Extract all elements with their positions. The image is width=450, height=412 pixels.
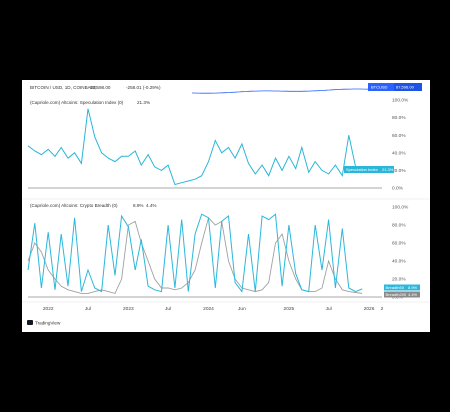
tradingview-logo-icon — [27, 320, 33, 325]
speculation-y-tick: 0.0% — [392, 186, 404, 192]
breadth-title-value-200: 4.4% — [146, 203, 156, 208]
crypto-breadth-pane: (Capriole.com) Altcoins: Crypto Breadth … — [27, 203, 420, 301]
btc-tag-symbol: BTCUSD — [371, 85, 388, 90]
speculation-y-tick: 80.0% — [392, 115, 406, 121]
breadth-y-tick: 40.0% — [392, 259, 406, 265]
breadth200-tag-bg — [384, 291, 420, 298]
x-axis-label: Jun — [238, 306, 246, 312]
x-axis-label: 2025 — [284, 306, 295, 312]
breadth200-tag-label: Breadth200 — [386, 292, 407, 297]
chart-panel: BITCOIN / USD, 1D, COINBASE 87,598.00 -2… — [22, 80, 430, 332]
breadth-title-value-50: 8.9% — [133, 203, 143, 208]
speculation-tag-label: Speculation Index — [346, 167, 378, 172]
speculation-y-tick: 60.0% — [392, 133, 406, 139]
btc-tag-value: 87,598.00 — [396, 85, 415, 90]
btc-change-label: -258.01 (-0.29%) — [126, 85, 161, 90]
btc-price-line — [192, 88, 382, 94]
x-axis-label: Jul — [326, 306, 332, 312]
breadth-y-tick: 0.0% — [392, 295, 404, 301]
btc-tag-symbol-bg — [368, 83, 394, 91]
x-axis-label: 2023 — [123, 306, 134, 312]
x-axis-label: 2026 — [364, 306, 375, 312]
breadth-title: (Capriole.com) Altcoins: Crypto Breadth … — [30, 203, 118, 208]
chart-svg: BITCOIN / USD, 1D, COINBASE 87,598.00 -2… — [22, 83, 430, 326]
breadth-y-tick: 80.0% — [392, 223, 406, 229]
x-axis-label: Jul — [85, 306, 91, 312]
speculation-tag-bg — [344, 166, 394, 174]
speculation-y-tick: 20.0% — [392, 168, 406, 174]
x-axis-label: 2 — [381, 306, 384, 312]
btc-tag-value-bg — [394, 83, 422, 91]
tradingview-brand: TradingView — [27, 320, 61, 326]
speculation-index-line — [27, 108, 363, 186]
breadth50-tag-value: 8.9% — [408, 285, 418, 290]
breadth200-tag-value: 4.4% — [408, 292, 418, 297]
breadth-y-ticks: 100.0% 80.0% 60.0% 40.0% 20.0% 0.0% — [392, 205, 409, 301]
x-axis-label: 2024 — [203, 306, 214, 312]
speculation-y-tick: 100.0% — [392, 98, 409, 104]
breadth50-line — [27, 213, 363, 293]
x-axis-label: Jul — [165, 306, 171, 312]
x-axis-ticks: 2022 Jul 2023 Jul 2024 Jun 2025 Jul 2026 2 — [43, 306, 384, 312]
breadth-y-tick: 100.0% — [392, 205, 409, 211]
btc-price-label: 87,598.00 — [90, 85, 111, 90]
breadth-y-tick: 20.0% — [392, 277, 406, 283]
speculation-tag-value: 21.3% — [382, 167, 394, 172]
speculation-title: (Capriole.com) Altcoins: Speculation Ind… — [30, 100, 124, 105]
tradingview-brand-text: TradingView — [35, 321, 61, 326]
x-axis-label: 2022 — [43, 306, 54, 312]
breadth50-tag-bg — [384, 284, 420, 291]
breadth-y-tick: 60.0% — [392, 241, 406, 247]
btc-strip: BITCOIN / USD, 1D, COINBASE 87,598.00 -2… — [30, 83, 422, 94]
btc-symbol-label: BITCOIN / USD, 1D, COINBASE — [30, 85, 97, 90]
speculation-index-pane: (Capriole.com) Altcoins: Speculation Ind… — [27, 98, 409, 192]
speculation-y-tick: 40.0% — [392, 150, 406, 156]
breadth50-tag-label: Breadth50 — [386, 285, 405, 290]
speculation-y-ticks: 100.0% 80.0% 60.0% 40.0% 20.0% 0.0% — [392, 98, 409, 192]
speculation-title-value: 21.3% — [137, 100, 150, 105]
